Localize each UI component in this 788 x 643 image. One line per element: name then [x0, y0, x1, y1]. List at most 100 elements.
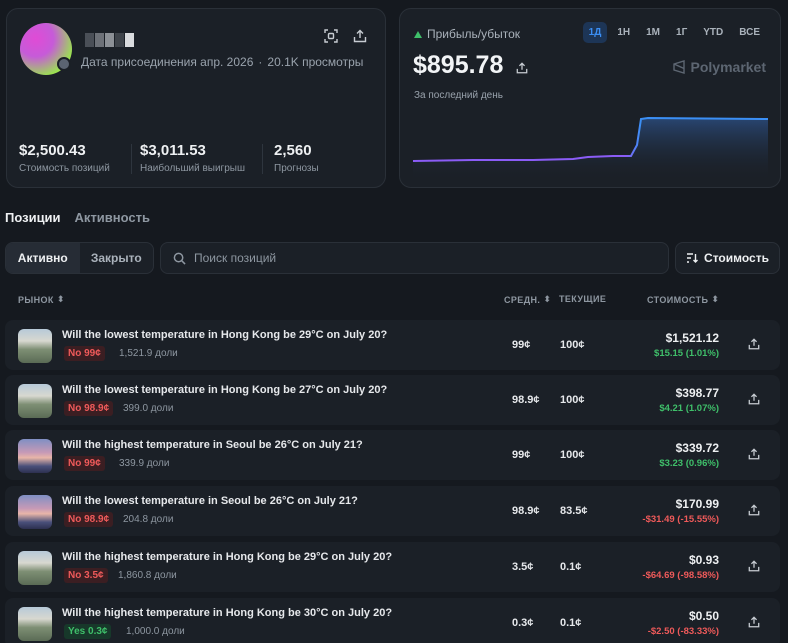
- col-current: ТЕКУЩИЕ: [559, 294, 606, 304]
- col-market-label: РЫНОК: [18, 294, 54, 305]
- col-value[interactable]: СТОИМОСТЬ ⬍: [647, 294, 719, 305]
- stat-label: Прогнозы: [274, 163, 319, 174]
- share-icon[interactable]: [747, 447, 761, 461]
- outcome-badge: No 3.5¢: [64, 568, 108, 583]
- market-title[interactable]: Will the lowest temperature in Seoul be …: [62, 495, 358, 507]
- stat-label: Наибольший выигрыш: [140, 163, 245, 174]
- pnl-value: $895.78: [413, 51, 528, 81]
- position-change: -$64.69 (-98.58%): [642, 570, 719, 581]
- market-title[interactable]: Will the lowest temperature in Hong Kong…: [62, 384, 388, 396]
- polymarket-icon: [672, 60, 685, 74]
- sort-button[interactable]: Стоимость: [675, 242, 780, 274]
- position-value: $398.77: [675, 386, 719, 400]
- outcome-badge: Yes 0.3¢: [64, 624, 112, 639]
- shares-count: 1,860.8 доли: [118, 570, 177, 581]
- status-toggle: Активно Закрыто: [5, 242, 154, 274]
- position-row[interactable]: Will the lowest temperature in Hong Kong…: [5, 375, 780, 425]
- shares-count: 1,521.9 доли: [119, 348, 178, 359]
- pnl-chart-line: [413, 116, 768, 162]
- market-thumbnail: [18, 439, 52, 473]
- stat-value: $2,500.43: [19, 142, 86, 159]
- market-title[interactable]: Will the highest temperature in Hong Kon…: [62, 607, 393, 619]
- shares-count: 204.8 доли: [123, 514, 174, 525]
- range-ytd[interactable]: YTD: [703, 27, 724, 38]
- share-icon[interactable]: [352, 28, 368, 44]
- col-avg[interactable]: СРЕДН. ⬍: [504, 294, 551, 305]
- position-row[interactable]: Will the lowest temperature in Seoul be …: [5, 486, 780, 536]
- current-price: 83.5¢: [560, 505, 588, 517]
- market-title[interactable]: Will the highest temperature in Hong Kon…: [62, 551, 393, 563]
- avg-price: 98.9¢: [512, 394, 540, 406]
- position-row[interactable]: Will the highest temperature in Seoul be…: [5, 430, 780, 480]
- polymarket-logo: Polymarket: [672, 59, 766, 75]
- current-price: 100¢: [560, 394, 585, 406]
- avg-price: 99¢: [512, 339, 531, 351]
- qr-scan-icon[interactable]: [323, 28, 339, 44]
- position-change: $15.15 (1.01%): [654, 348, 719, 359]
- pnl-chart: [413, 116, 768, 179]
- sort-updown-icon: ⬍: [543, 294, 552, 304]
- range-all[interactable]: ВСЕ: [739, 27, 760, 38]
- tab-positions[interactable]: Позиции: [5, 210, 61, 225]
- position-change: $4.21 (1.07%): [659, 403, 719, 414]
- share-icon[interactable]: [747, 503, 761, 517]
- avg-price: 0.3¢: [512, 617, 534, 629]
- search-box: [160, 242, 669, 274]
- section-tabs: Позиции Активность: [5, 210, 150, 225]
- shares-count: 339.9 доли: [119, 458, 170, 469]
- market-thumbnail: [18, 551, 52, 585]
- share-icon[interactable]: [516, 52, 528, 81]
- col-avg-label: СРЕДН.: [504, 294, 541, 305]
- sort-updown-icon: ⬍: [711, 294, 720, 304]
- tab-activity[interactable]: Активность: [74, 210, 151, 225]
- position-change: -$31.49 (-15.55%): [642, 514, 719, 525]
- range-1y[interactable]: 1Г: [676, 27, 688, 38]
- stat-label: Стоимость позиций: [19, 163, 110, 174]
- sort-label: Стоимость: [704, 251, 769, 265]
- position-value: $0.50: [688, 609, 719, 623]
- triangle-up-icon: [414, 30, 422, 38]
- market-title[interactable]: Will the highest temperature in Seoul be…: [62, 439, 363, 451]
- position-row[interactable]: Will the highest temperature in Hong Kon…: [5, 542, 780, 592]
- market-thumbnail: [18, 384, 52, 418]
- market-title[interactable]: Will the lowest temperature in Hong Kong…: [62, 329, 388, 341]
- pnl-chart-area: [413, 118, 768, 179]
- range-selector: 1Д 1Н 1М 1Г YTD ВСЕ: [582, 22, 766, 43]
- search-input[interactable]: [194, 251, 634, 265]
- position-value: $0.93: [688, 553, 719, 567]
- range-1w[interactable]: 1Н: [617, 27, 631, 38]
- share-icon[interactable]: [747, 559, 761, 573]
- position-value: $339.72: [675, 441, 719, 455]
- current-price: 0.1¢: [560, 561, 582, 573]
- filter-closed-button[interactable]: Закрыто: [90, 251, 142, 265]
- pnl-label-text: Прибыль/убыток: [427, 27, 521, 41]
- pnl-period: За последний день: [414, 90, 503, 101]
- range-1m[interactable]: 1М: [646, 27, 661, 38]
- position-row[interactable]: Will the lowest temperature in Hong Kong…: [5, 320, 780, 370]
- joined-date: Дата присоединения апр. 2026: [81, 55, 254, 69]
- sort-updown-icon: ⬍: [56, 294, 65, 304]
- profile-card: Дата присоединения апр. 2026 · 20.1K просм…: [6, 8, 386, 188]
- range-1d[interactable]: 1Д: [582, 22, 608, 43]
- pnl-label: Прибыль/убыток: [414, 27, 520, 41]
- current-price: 100¢: [560, 449, 585, 461]
- avg-price: 99¢: [512, 449, 531, 461]
- profile-meta: Дата присоединения апр. 2026 · 20.1K просм…: [81, 55, 364, 69]
- col-market[interactable]: РЫНОК ⬍: [18, 294, 65, 305]
- pnl-card: Прибыль/убыток $895.78 За последний день…: [399, 8, 781, 188]
- brand-name: Polymarket: [690, 59, 766, 75]
- position-row[interactable]: Will the highest temperature in Hong Kon…: [5, 598, 780, 643]
- filter-active-button[interactable]: Активно: [6, 243, 80, 273]
- stat-value: 2,560: [274, 142, 312, 159]
- share-icon[interactable]: [747, 337, 761, 351]
- stat-predictions: 2,560 Прогнозы: [274, 142, 319, 174]
- views-count: 20.1K просмотры: [267, 55, 364, 69]
- search-icon: [173, 252, 186, 265]
- col-current-label: ТЕКУЩИЕ: [559, 294, 607, 304]
- username-redacted: [85, 33, 141, 47]
- share-icon[interactable]: [747, 392, 761, 406]
- outcome-badge: No 98.9¢: [64, 401, 114, 416]
- share-icon[interactable]: [747, 615, 761, 629]
- col-value-label: СТОИМОСТЬ: [647, 294, 709, 305]
- market-thumbnail: [18, 329, 52, 363]
